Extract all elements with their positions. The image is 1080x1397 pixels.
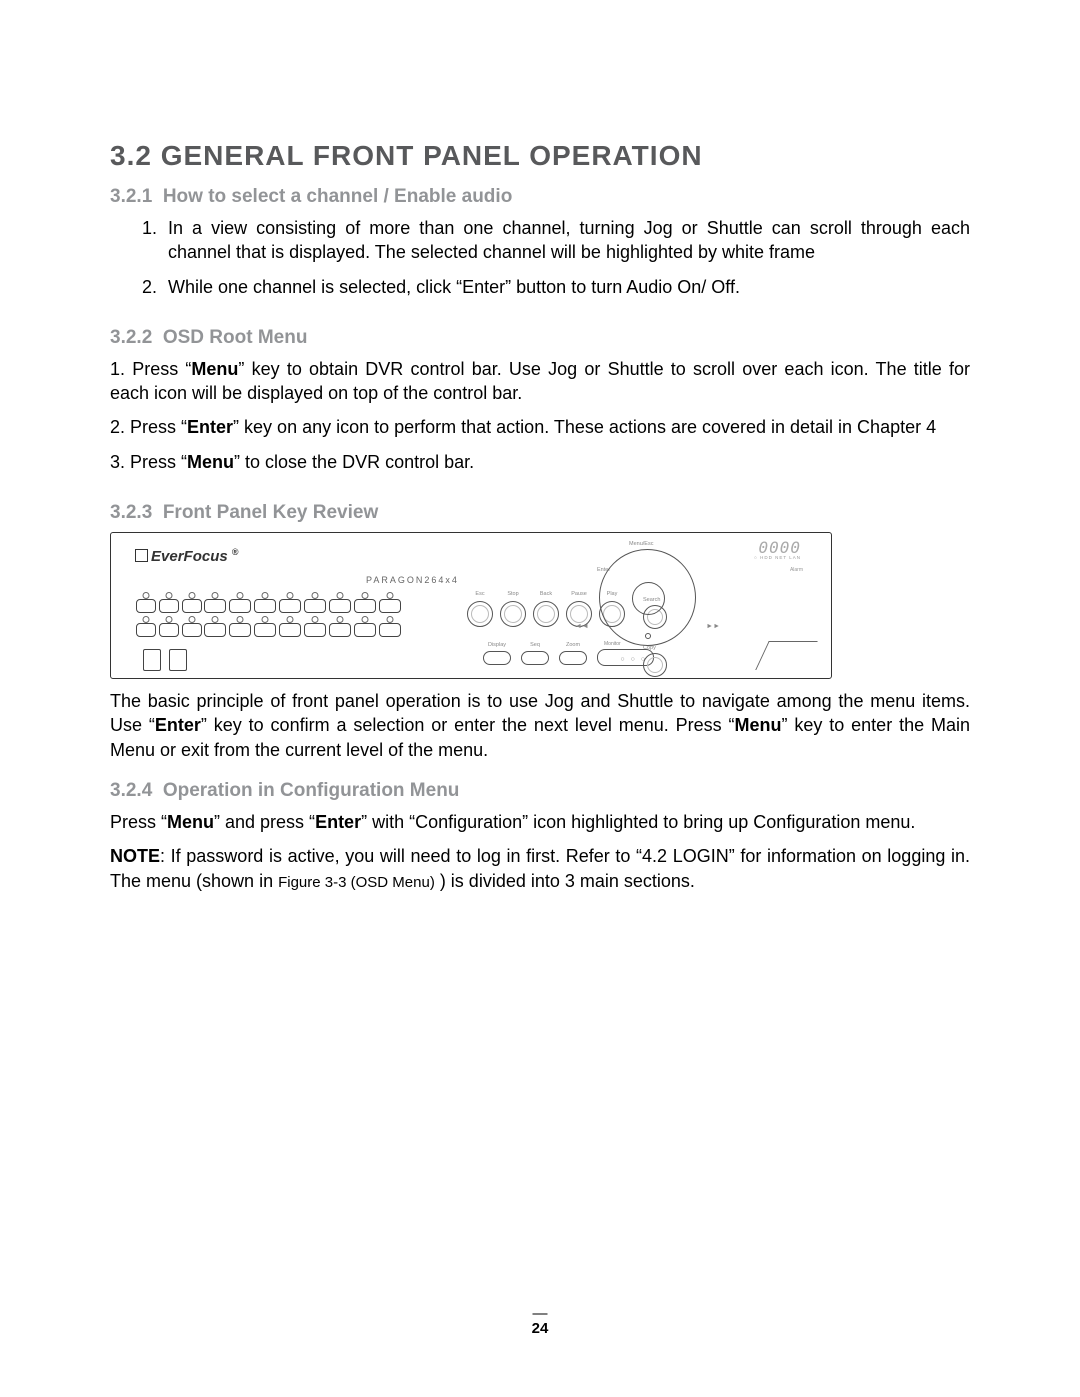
channel-buttons-top-b xyxy=(204,599,401,613)
copy-button[interactable] xyxy=(643,653,667,677)
sub-number: 3.2.2 xyxy=(110,327,152,348)
channel-buttons-top-a xyxy=(136,599,202,613)
pill-btn[interactable] xyxy=(354,623,376,637)
sub-title: Front Panel Key Review xyxy=(163,502,378,523)
brand-logo: EverFocus xyxy=(135,547,239,565)
channel-buttons-bot-a xyxy=(136,623,202,637)
ir-window xyxy=(755,641,818,670)
sub-number: 3.2.4 xyxy=(110,780,152,801)
zoom-button[interactable]: Zoom xyxy=(559,651,587,665)
config-note: NOTE: If password is active, you will ne… xyxy=(110,844,970,893)
pill-btn[interactable] xyxy=(304,623,326,637)
esc-button[interactable]: Esc xyxy=(467,601,493,627)
pill-btn[interactable] xyxy=(229,599,251,613)
sub-number: 3.2.1 xyxy=(110,186,152,207)
sub-number: 3.2.3 xyxy=(110,502,152,523)
section-heading-3-2: 3.2 GENERAL FRONT PANEL OPERATION xyxy=(110,140,970,172)
document-page: 3.2 GENERAL FRONT PANEL OPERATION 3.2.1 … xyxy=(0,0,1080,1397)
pill-btn[interactable] xyxy=(204,599,226,613)
pill-btn[interactable] xyxy=(329,623,351,637)
rewind-icon: ◄◄ xyxy=(575,623,589,630)
pill-btn[interactable] xyxy=(254,623,276,637)
page-number: — 24 xyxy=(0,1305,1080,1337)
sub-title: Operation in Configuration Menu xyxy=(163,780,460,801)
list-item: In a view consisting of more than one ch… xyxy=(162,216,970,265)
pill-btn[interactable] xyxy=(182,599,202,613)
stop-button[interactable]: Stop xyxy=(500,601,526,627)
heading-number: 3.2 xyxy=(110,140,152,171)
mode-buttons: Display Seq Zoom Monitor ○ ○ ○ xyxy=(483,649,654,666)
pill-btn[interactable] xyxy=(159,623,179,637)
shuttle-ring[interactable] xyxy=(599,549,696,646)
channel-audio-list: In a view consisting of more than one ch… xyxy=(110,216,970,299)
back-button[interactable]: Back xyxy=(533,601,559,627)
usb-ports xyxy=(143,649,187,671)
pill-btn[interactable] xyxy=(279,623,301,637)
pill-btn[interactable] xyxy=(204,623,226,637)
config-step-1: Press “Menu” and press “Enter” with “Con… xyxy=(110,810,970,834)
jog-dial[interactable] xyxy=(632,582,665,615)
model-label: PARAGON264x4 xyxy=(366,575,459,585)
sub-title: OSD Root Menu xyxy=(163,327,308,348)
pill-btn[interactable] xyxy=(304,599,326,613)
subheading-3-2-2: 3.2.2 OSD Root Menu xyxy=(110,327,970,349)
heading-title: GENERAL FRONT PANEL OPERATION xyxy=(161,140,703,171)
osd-step-2: 2. Press “Enter” key on any icon to perf… xyxy=(110,415,970,439)
seq-button[interactable]: Seq xyxy=(521,651,549,665)
pill-btn[interactable] xyxy=(182,623,202,637)
logo-icon xyxy=(135,549,148,562)
pill-btn[interactable] xyxy=(354,599,376,613)
osd-step-1: 1. Press “Menu” key to obtain DVR contro… xyxy=(110,357,970,406)
pill-btn[interactable] xyxy=(279,599,301,613)
subheading-3-2-1: 3.2.1 How to select a channel / Enable a… xyxy=(110,186,970,208)
subheading-3-2-3: 3.2.3 Front Panel Key Review xyxy=(110,502,970,524)
front-panel-diagram: EverFocus PARAGON264x4 Esc Stop Back Pau… xyxy=(110,532,832,679)
usb[interactable] xyxy=(143,649,161,671)
pill-btn[interactable] xyxy=(229,623,251,637)
menu-esc-label: Menu/Esc xyxy=(629,541,653,547)
status-led-labels: ○ HDD NET LAN xyxy=(754,555,801,560)
osd-step-3: 3. Press “Menu” to close the DVR control… xyxy=(110,450,970,474)
usb[interactable] xyxy=(169,649,187,671)
pill-btn[interactable] xyxy=(159,599,179,613)
pill-btn[interactable] xyxy=(136,599,156,613)
fastfwd-icon: ►► xyxy=(706,623,720,630)
pill-btn[interactable] xyxy=(379,623,401,637)
list-item: While one channel is selected, click “En… xyxy=(162,275,970,299)
alarm-label: Alarm xyxy=(790,567,803,573)
sub-title: How to select a channel / Enable audio xyxy=(163,186,512,207)
pill-btn[interactable] xyxy=(379,599,401,613)
subheading-3-2-4: 3.2.4 Operation in Configuration Menu xyxy=(110,780,970,802)
jog-shuttle[interactable]: Menu/Esc Enter ◄◄ ►► xyxy=(599,549,696,646)
channel-buttons-bot-b xyxy=(204,623,401,637)
pill-btn[interactable] xyxy=(329,599,351,613)
display-button[interactable]: Display xyxy=(483,651,511,665)
pill-btn[interactable] xyxy=(136,623,156,637)
pill-btn[interactable] xyxy=(254,599,276,613)
jog-indicator xyxy=(645,633,651,639)
front-panel-desc: The basic principle of front panel opera… xyxy=(110,689,970,762)
